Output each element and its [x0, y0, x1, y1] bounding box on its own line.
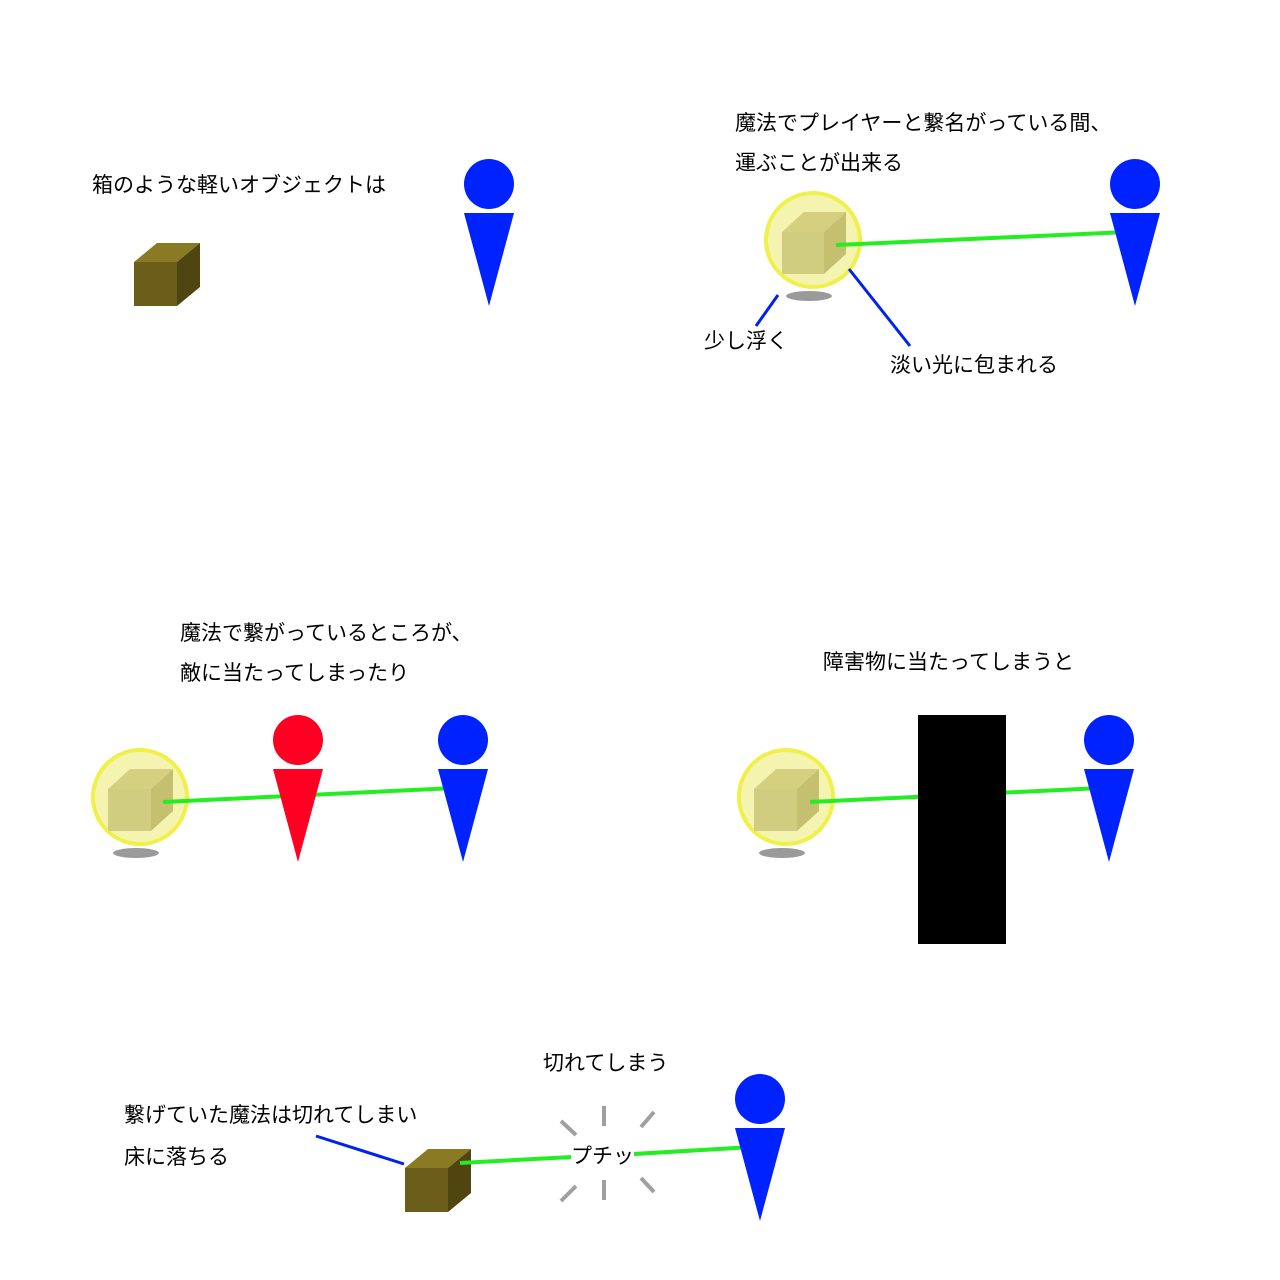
- player-figure: [464, 159, 514, 306]
- panel3-caption-line1: 魔法で繋がっているところが、: [180, 621, 473, 645]
- callout-drop-line1: 繋げていた魔法は切れてしまい: [124, 1103, 418, 1127]
- floor-shadow: [786, 291, 832, 301]
- callout-drop-line2: 床に落ちる: [124, 1145, 229, 1169]
- callout-line-glow: [847, 268, 912, 347]
- player-figure: [735, 1074, 785, 1221]
- panel-2: [754, 159, 1160, 347]
- panel-5: [315, 1074, 785, 1221]
- glowing-box: [764, 191, 862, 289]
- glowing-box: [91, 748, 189, 846]
- panel2-caption-line2: 運ぶことが出来る: [735, 151, 903, 175]
- box-heavy-object: [134, 243, 200, 306]
- floor-shadow: [759, 848, 805, 858]
- player-figure: [1110, 159, 1160, 306]
- callout-float-label: 少し浮く: [704, 329, 788, 353]
- panel4-caption: 障害物に当たってしまうと: [823, 650, 1074, 674]
- snap-effect-marks: [559, 1106, 656, 1203]
- panel-4: [737, 715, 1134, 944]
- panel2-caption-line1: 魔法でプレイヤーと繋名がっている間、: [735, 111, 1112, 135]
- box-dropped: [405, 1149, 471, 1212]
- panel-3: [91, 715, 488, 862]
- panel1-caption: 箱のような軽いオブジェクトは: [92, 173, 386, 197]
- floor-shadow: [113, 848, 159, 858]
- panel-1: [134, 159, 514, 306]
- obstacle-wall: [918, 715, 1006, 944]
- enemy-figure: [273, 715, 323, 862]
- callout-line-float: [754, 294, 780, 327]
- magic-tether: [835, 230, 1128, 247]
- panel3-caption-line2: 敵に当たってしまったり: [180, 661, 410, 685]
- panel5-caption-top: 切れてしまう: [543, 1051, 669, 1075]
- callout-glow-label: 淡い光に包まれる: [890, 353, 1058, 377]
- broken-tether-left: [459, 1155, 573, 1165]
- broken-tether-right: [633, 1145, 753, 1156]
- glowing-box: [737, 748, 835, 846]
- player-figure: [438, 715, 488, 862]
- player-figure: [1084, 715, 1134, 862]
- callout-line-drop: [315, 1134, 405, 1166]
- snap-sound-text: プチッ: [571, 1143, 634, 1169]
